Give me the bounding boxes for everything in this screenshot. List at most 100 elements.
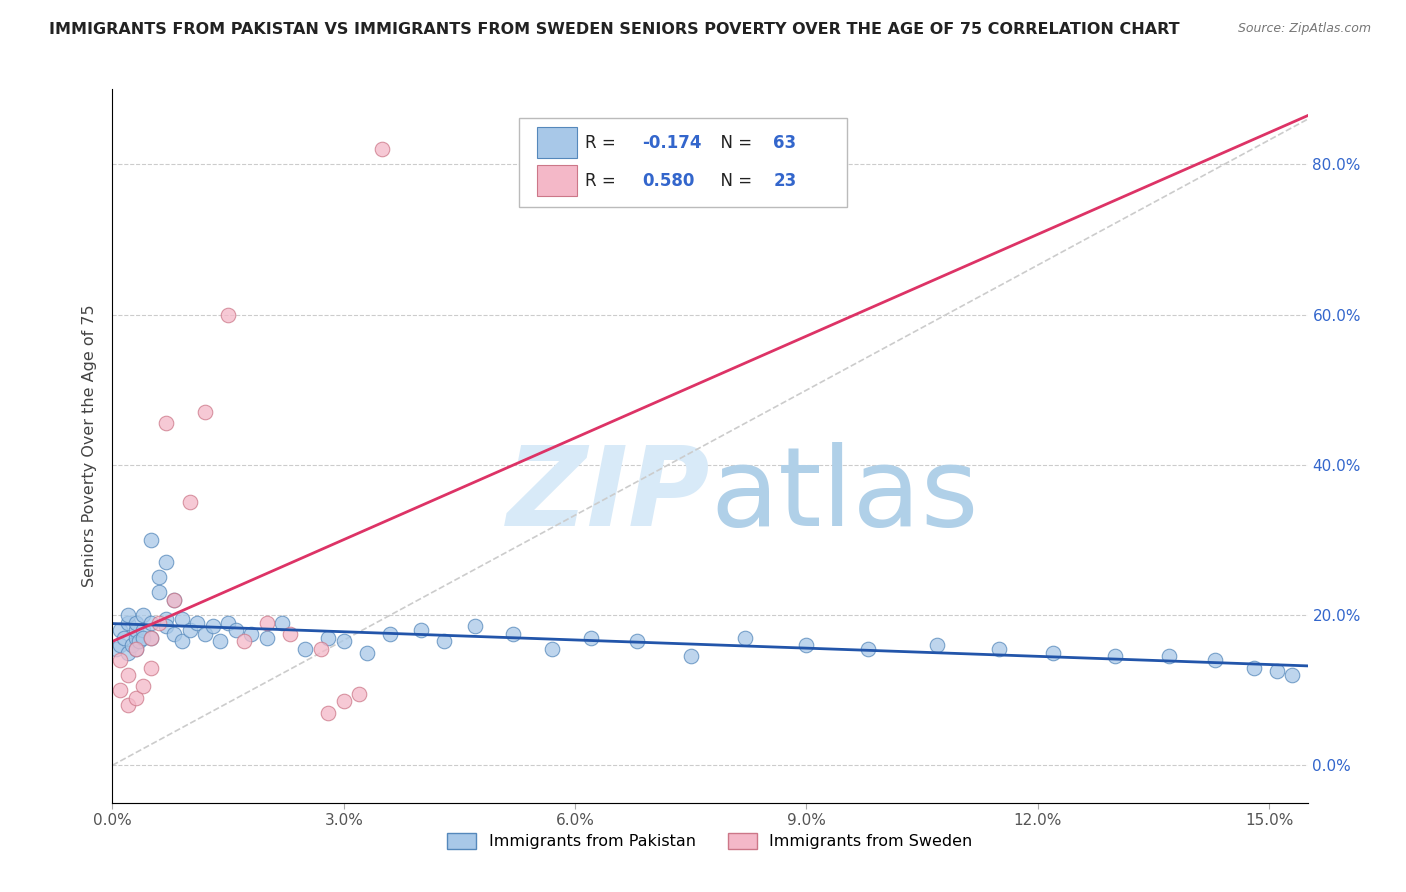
Text: Source: ZipAtlas.com: Source: ZipAtlas.com xyxy=(1237,22,1371,36)
Point xyxy=(117,646,139,660)
Text: N =: N = xyxy=(710,134,758,152)
Point xyxy=(309,641,332,656)
Point xyxy=(194,405,217,419)
Point xyxy=(201,619,224,633)
Point xyxy=(124,631,146,645)
Point xyxy=(108,683,131,698)
Point xyxy=(155,612,177,626)
Point xyxy=(163,593,186,607)
Point xyxy=(1204,653,1226,667)
Point xyxy=(240,627,263,641)
Point xyxy=(139,631,162,645)
Point xyxy=(856,641,879,656)
Point xyxy=(333,634,356,648)
Text: N =: N = xyxy=(710,171,758,189)
Point xyxy=(108,638,131,652)
Point xyxy=(318,706,340,720)
Point xyxy=(232,634,254,648)
FancyBboxPatch shape xyxy=(537,127,578,159)
Point xyxy=(139,615,162,630)
Point xyxy=(225,623,247,637)
Point xyxy=(217,615,239,630)
Point xyxy=(170,634,193,648)
Point xyxy=(1265,665,1288,679)
Point xyxy=(256,615,278,630)
Point xyxy=(163,627,186,641)
Point xyxy=(132,631,155,645)
Point xyxy=(139,533,162,547)
Point xyxy=(209,634,232,648)
Point xyxy=(155,417,177,431)
Point xyxy=(256,631,278,645)
Text: 0.580: 0.580 xyxy=(643,171,695,189)
Point xyxy=(347,687,370,701)
Point xyxy=(356,646,378,660)
Legend: Immigrants from Pakistan, Immigrants from Sweden: Immigrants from Pakistan, Immigrants fro… xyxy=(441,826,979,855)
Point xyxy=(108,653,131,667)
Text: 23: 23 xyxy=(773,171,797,189)
Point xyxy=(117,698,139,713)
Point xyxy=(409,623,432,637)
Point xyxy=(124,641,146,656)
Point xyxy=(796,638,818,652)
Point xyxy=(155,556,177,570)
Point xyxy=(371,142,394,156)
Point xyxy=(541,641,564,656)
Text: R =: R = xyxy=(585,171,620,189)
Text: 63: 63 xyxy=(773,134,796,152)
Point xyxy=(734,631,756,645)
Point xyxy=(333,694,356,708)
Point xyxy=(679,649,702,664)
FancyBboxPatch shape xyxy=(519,118,848,207)
Point xyxy=(1243,660,1265,674)
Point xyxy=(108,623,131,637)
Text: IMMIGRANTS FROM PAKISTAN VS IMMIGRANTS FROM SWEDEN SENIORS POVERTY OVER THE AGE : IMMIGRANTS FROM PAKISTAN VS IMMIGRANTS F… xyxy=(49,22,1180,37)
Point xyxy=(179,495,201,509)
Point xyxy=(318,631,340,645)
Text: ZIP: ZIP xyxy=(506,442,710,549)
Point xyxy=(117,607,139,622)
Point xyxy=(132,607,155,622)
Point xyxy=(278,627,301,641)
Point xyxy=(155,619,177,633)
Point xyxy=(124,615,146,630)
Point xyxy=(112,631,135,645)
Point xyxy=(117,615,139,630)
Point xyxy=(579,631,602,645)
Point xyxy=(217,308,239,322)
Point xyxy=(124,641,146,656)
Point xyxy=(124,623,146,637)
FancyBboxPatch shape xyxy=(537,165,578,196)
Point xyxy=(170,612,193,626)
Y-axis label: Seniors Poverty Over the Age of 75: Seniors Poverty Over the Age of 75 xyxy=(82,305,97,587)
Point xyxy=(378,627,401,641)
Point xyxy=(294,641,316,656)
Point xyxy=(163,593,186,607)
Point xyxy=(1042,646,1064,660)
Point xyxy=(132,679,155,693)
Point xyxy=(988,641,1011,656)
Point xyxy=(186,615,208,630)
Point xyxy=(194,627,217,641)
Point xyxy=(139,631,162,645)
Text: -0.174: -0.174 xyxy=(643,134,702,152)
Point xyxy=(927,638,949,652)
Point xyxy=(502,627,524,641)
Point xyxy=(626,634,648,648)
Point xyxy=(1104,649,1126,664)
Point xyxy=(148,615,170,630)
Point xyxy=(179,623,201,637)
Point xyxy=(121,638,143,652)
Point xyxy=(124,690,146,705)
Point xyxy=(128,634,150,648)
Point xyxy=(132,623,155,637)
Point xyxy=(105,641,128,656)
Point xyxy=(148,570,170,584)
Text: atlas: atlas xyxy=(710,442,979,549)
Point xyxy=(464,619,486,633)
Point xyxy=(1281,668,1303,682)
Point xyxy=(433,634,456,648)
Point xyxy=(148,585,170,599)
Text: R =: R = xyxy=(585,134,620,152)
Point xyxy=(1157,649,1180,664)
